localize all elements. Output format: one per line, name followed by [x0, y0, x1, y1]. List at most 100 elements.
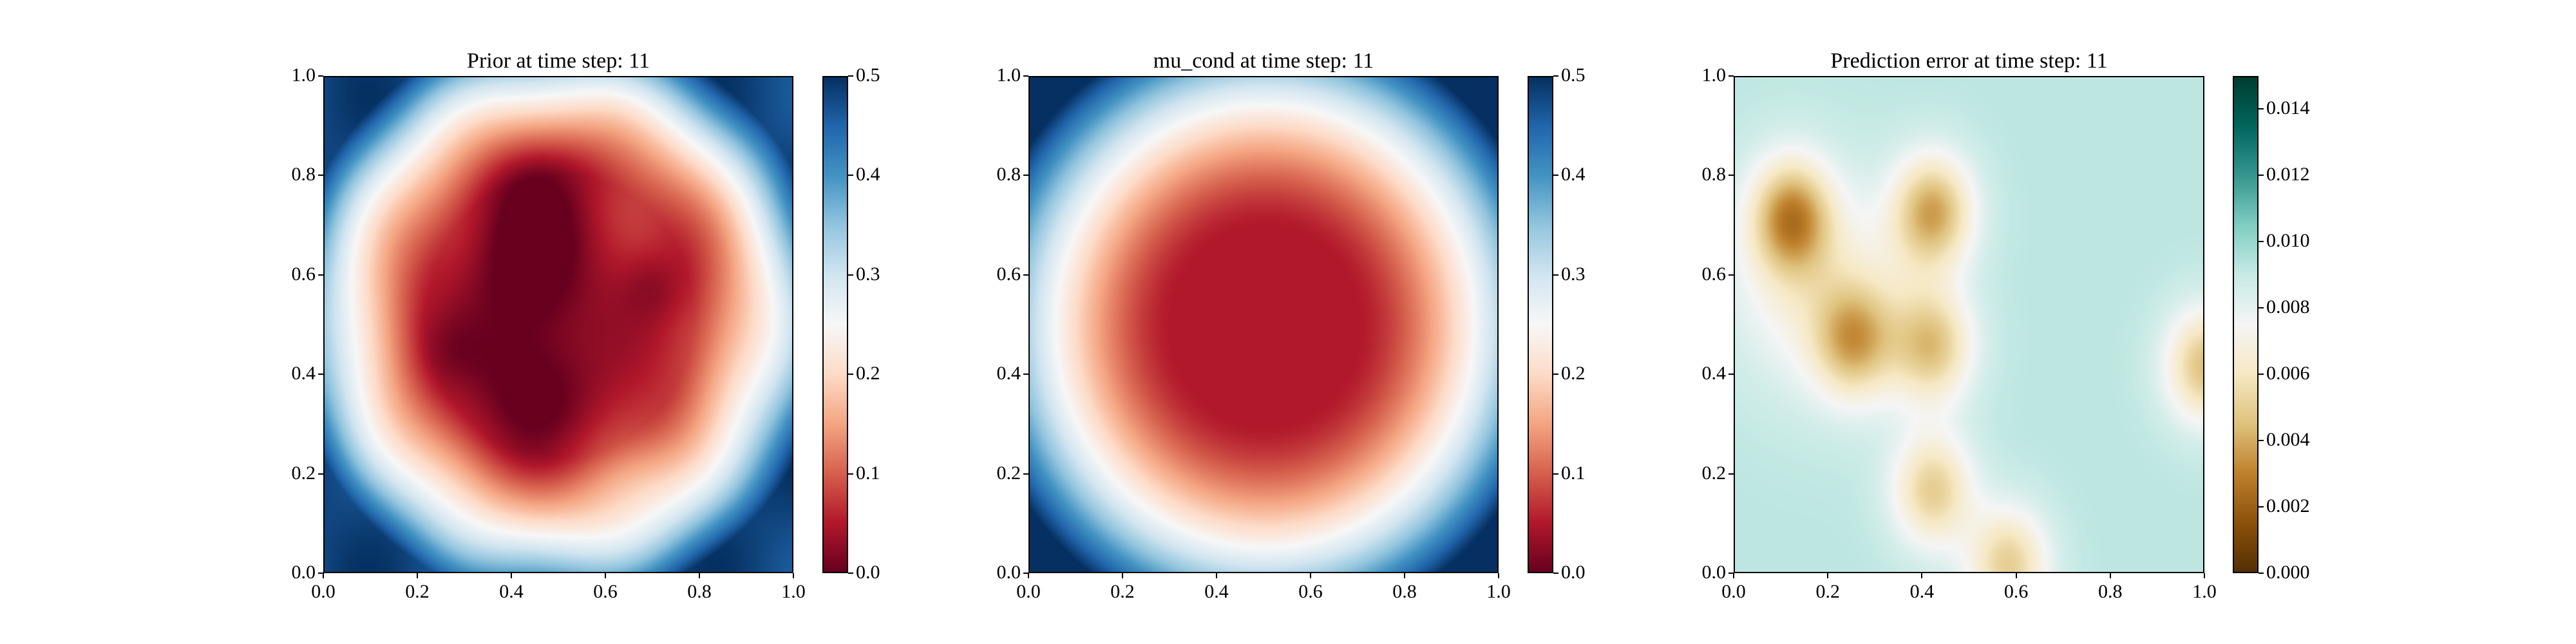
colorbar-tick-mark	[1553, 573, 1558, 574]
x-tick-label: 0.4	[1909, 581, 1935, 602]
y-tick-mark	[318, 374, 323, 375]
colorbar-tick-label: 0.002	[2266, 495, 2310, 517]
colorbar-tick-mark	[2259, 440, 2264, 442]
y-tick-mark	[318, 473, 323, 475]
x-tick-mark	[605, 573, 606, 578]
colorbar-tick-label: 0.1	[856, 462, 880, 484]
x-tick-label: 0.4	[499, 581, 524, 602]
x-tick-mark	[1216, 573, 1217, 578]
colorbar-tick-label: 0.008	[2266, 296, 2310, 318]
x-tick-mark	[1827, 573, 1829, 578]
x-tick-label: 0.8	[687, 581, 712, 602]
colorbar-tick-label: 0.0	[856, 562, 880, 583]
x-tick-mark	[793, 573, 794, 578]
y-tick-label: 0.2	[1701, 462, 1727, 484]
colorbar-tick-label: 0.3	[1561, 263, 1586, 285]
x-tick-mark	[2204, 573, 2205, 578]
colorbar-tick-label: 0.012	[2266, 164, 2310, 185]
y-tick-label: 0.4	[996, 363, 1021, 384]
x-tick-label: 1.0	[1486, 581, 1511, 602]
x-tick-mark	[1122, 573, 1123, 578]
chart-title: Prior at time step: 11	[467, 49, 650, 73]
x-tick-label: 0.6	[2003, 581, 2029, 602]
x-tick-mark	[1733, 573, 1734, 578]
y-tick-mark	[1728, 374, 1734, 375]
colorbar-tick-mark	[1553, 175, 1558, 176]
y-tick-label: 0.0	[291, 562, 316, 583]
colorbar-tick-mark	[848, 75, 853, 77]
y-tick-label: 1.0	[1701, 64, 1727, 86]
colorbar-tick-mark	[2259, 374, 2264, 375]
colorbar-tick-mark	[848, 274, 853, 276]
y-tick-label: 0.6	[291, 263, 316, 285]
x-tick-label: 1.0	[781, 581, 806, 602]
y-tick-mark	[318, 175, 323, 176]
heatmap-plot-area	[1028, 76, 1499, 573]
x-tick-mark	[1498, 573, 1499, 578]
colorbar-tick-mark	[2259, 108, 2264, 110]
colorbar-tick-label: 0.5	[856, 64, 880, 86]
colorbar-tick-mark	[848, 473, 853, 475]
x-tick-label: 0.0	[1016, 581, 1041, 602]
heatmap-plot-area	[323, 76, 793, 573]
colorbar-tick-label: 0.014	[2266, 97, 2310, 119]
y-tick-mark	[1023, 274, 1028, 276]
x-tick-mark	[2015, 573, 2017, 578]
colorbar-tick-mark	[848, 175, 853, 176]
x-tick-label: 1.0	[2192, 581, 2217, 602]
y-tick-mark	[1023, 473, 1028, 475]
y-tick-label: 0.8	[291, 164, 316, 185]
chart-title: mu_cond at time step: 11	[1153, 49, 1374, 73]
colorbar-tick-mark	[848, 573, 853, 574]
x-tick-mark	[699, 573, 700, 578]
y-tick-mark	[318, 274, 323, 276]
y-tick-mark	[1728, 75, 1734, 77]
x-tick-label: 0.8	[1392, 581, 1417, 602]
y-tick-label: 1.0	[996, 64, 1021, 86]
colorbar-tick-mark	[2259, 506, 2264, 508]
y-tick-label: 0.4	[1701, 363, 1727, 384]
x-tick-mark	[1404, 573, 1405, 578]
colorbar-tick-label: 0.0	[1561, 562, 1586, 583]
colorbar-tick-mark	[1553, 75, 1558, 77]
x-tick-label: 0.4	[1204, 581, 1229, 602]
colorbar-tick-mark	[2259, 175, 2264, 176]
colorbar-tick-label: 0.010	[2266, 230, 2310, 252]
colorbar-tick-label: 0.004	[2266, 429, 2310, 451]
x-tick-mark	[1028, 573, 1029, 578]
chart-title: Prediction error at time step: 11	[1830, 49, 2108, 73]
colorbar-tick-label: 0.006	[2266, 363, 2310, 384]
colorbar-tick-label: 0.1	[1561, 462, 1586, 484]
colorbar-tick-mark	[1553, 374, 1558, 375]
colorbar	[822, 76, 848, 573]
y-tick-label: 0.6	[996, 263, 1021, 285]
y-tick-mark	[1023, 75, 1028, 77]
x-tick-label: 0.6	[593, 581, 618, 602]
colorbar-tick-label: 0.2	[1561, 363, 1586, 384]
x-tick-mark	[323, 573, 324, 578]
y-tick-label: 0.8	[996, 164, 1021, 185]
x-tick-mark	[417, 573, 418, 578]
x-tick-mark	[1310, 573, 1311, 578]
colorbar-tick-mark	[1553, 473, 1558, 475]
x-tick-mark	[2109, 573, 2111, 578]
x-tick-mark	[511, 573, 512, 578]
colorbar-tick-mark	[848, 374, 853, 375]
x-tick-label: 0.0	[1721, 581, 1746, 602]
y-tick-label: 0.6	[1701, 263, 1727, 285]
y-tick-mark	[1728, 473, 1734, 475]
colorbar-tick-mark	[2259, 307, 2264, 309]
colorbar-tick-label: 0.4	[1561, 164, 1586, 185]
y-tick-label: 0.2	[996, 462, 1021, 484]
y-tick-mark	[318, 573, 323, 574]
y-tick-label: 0.2	[291, 462, 316, 484]
y-tick-label: 0.4	[291, 363, 316, 384]
heatmap-field	[1030, 77, 1497, 572]
y-tick-mark	[1728, 175, 1734, 176]
x-tick-mark	[1921, 573, 1923, 578]
heatmap-field	[325, 77, 792, 572]
colorbar	[1528, 76, 1553, 573]
